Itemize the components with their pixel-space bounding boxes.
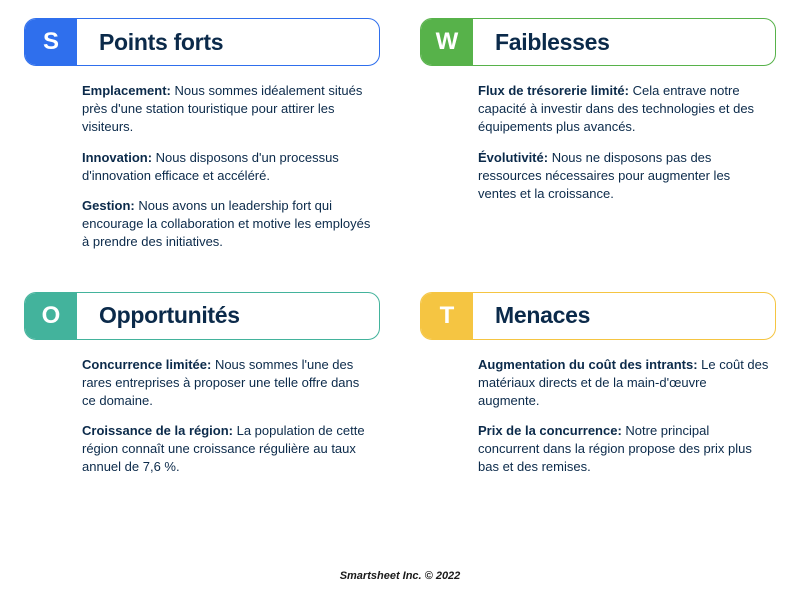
letter-o: O	[25, 293, 77, 339]
footer-copyright: Smartsheet Inc. © 2022	[0, 570, 800, 582]
title-opportunities: Opportunités	[77, 302, 240, 329]
letter-t: T	[421, 293, 473, 339]
list-item: Croissance de la région: La population d…	[82, 422, 374, 477]
list-item: Évolutivité: Nous ne disposons pas des r…	[478, 149, 770, 204]
header-weaknesses: W Faiblesses	[420, 18, 776, 66]
item-label: Évolutivité:	[478, 150, 548, 165]
quadrant-opportunities: O Opportunités Concurrence limitée: Nous…	[24, 292, 380, 489]
title-weaknesses: Faiblesses	[473, 29, 610, 56]
body-strengths: Emplacement: Nous sommes idéalement situ…	[24, 66, 380, 264]
letter-w: W	[421, 19, 473, 65]
swot-grid: S Points forts Emplacement: Nous sommes …	[24, 18, 776, 489]
list-item: Innovation: Nous disposons d'un processu…	[82, 149, 374, 185]
header-threats: T Menaces	[420, 292, 776, 340]
quadrant-strengths: S Points forts Emplacement: Nous sommes …	[24, 18, 380, 264]
item-label: Gestion:	[82, 198, 135, 213]
list-item: Flux de trésorerie limité: Cela entrave …	[478, 82, 770, 137]
quadrant-threats: T Menaces Augmentation du coût des intra…	[420, 292, 776, 489]
body-threats: Augmentation du coût des intrants: Le co…	[420, 340, 776, 489]
body-opportunities: Concurrence limitée: Nous sommes l'une d…	[24, 340, 380, 489]
item-label: Flux de trésorerie limité:	[478, 83, 629, 98]
item-label: Innovation:	[82, 150, 152, 165]
title-threats: Menaces	[473, 302, 590, 329]
quadrant-weaknesses: W Faiblesses Flux de trésorerie limité: …	[420, 18, 776, 264]
list-item: Gestion: Nous avons un leadership fort q…	[82, 197, 374, 252]
item-label: Croissance de la région:	[82, 423, 233, 438]
list-item: Augmentation du coût des intrants: Le co…	[478, 356, 770, 411]
list-item: Concurrence limitée: Nous sommes l'une d…	[82, 356, 374, 411]
item-label: Concurrence limitée:	[82, 357, 211, 372]
list-item: Emplacement: Nous sommes idéalement situ…	[82, 82, 374, 137]
item-label: Emplacement:	[82, 83, 171, 98]
letter-s: S	[25, 19, 77, 65]
body-weaknesses: Flux de trésorerie limité: Cela entrave …	[420, 66, 776, 215]
list-item: Prix de la concurrence: Notre principal …	[478, 422, 770, 477]
title-strengths: Points forts	[77, 29, 223, 56]
item-label: Prix de la concurrence:	[478, 423, 622, 438]
header-opportunities: O Opportunités	[24, 292, 380, 340]
header-strengths: S Points forts	[24, 18, 380, 66]
item-label: Augmentation du coût des intrants:	[478, 357, 698, 372]
